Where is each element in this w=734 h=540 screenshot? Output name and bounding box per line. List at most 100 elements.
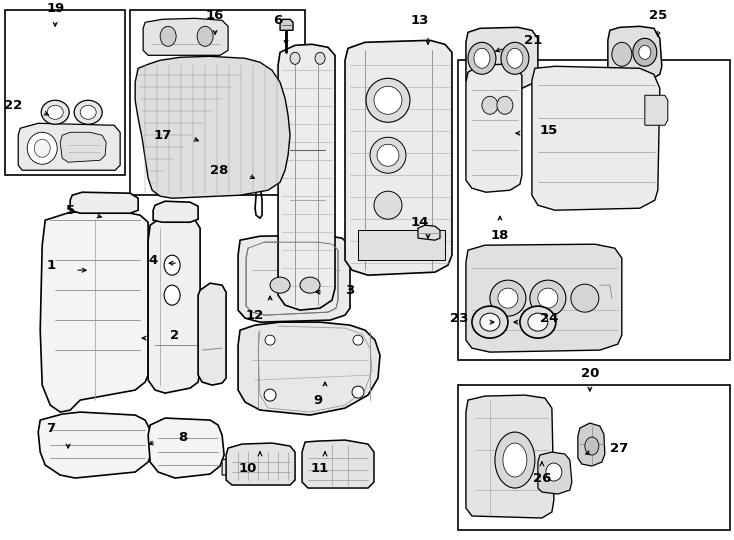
Ellipse shape [528, 313, 548, 331]
Ellipse shape [546, 463, 562, 481]
Ellipse shape [639, 45, 651, 59]
Polygon shape [18, 123, 120, 170]
Ellipse shape [265, 335, 275, 345]
Ellipse shape [538, 288, 558, 308]
Polygon shape [532, 66, 660, 210]
Polygon shape [466, 28, 538, 90]
Polygon shape [466, 64, 522, 192]
Polygon shape [60, 132, 106, 162]
Text: 17: 17 [154, 129, 172, 142]
Ellipse shape [47, 105, 63, 119]
Ellipse shape [585, 437, 599, 455]
Bar [5, 10, 126, 175]
Polygon shape [345, 40, 452, 275]
Text: 27: 27 [610, 442, 628, 455]
Polygon shape [578, 423, 605, 466]
Text: 11: 11 [311, 462, 329, 475]
Ellipse shape [472, 306, 508, 338]
Polygon shape [222, 458, 238, 475]
Text: 9: 9 [313, 394, 323, 407]
Bar [130, 10, 305, 195]
Polygon shape [143, 18, 228, 55]
Ellipse shape [27, 132, 57, 164]
Ellipse shape [315, 52, 325, 64]
Text: 25: 25 [649, 9, 667, 22]
Ellipse shape [353, 335, 363, 345]
Text: 1: 1 [46, 259, 55, 272]
Polygon shape [608, 26, 662, 82]
Ellipse shape [490, 280, 526, 316]
Ellipse shape [74, 100, 102, 124]
Polygon shape [226, 443, 295, 485]
Ellipse shape [34, 139, 50, 157]
Ellipse shape [501, 42, 529, 75]
Ellipse shape [270, 277, 290, 293]
Polygon shape [70, 192, 138, 213]
Ellipse shape [474, 48, 490, 68]
Polygon shape [238, 235, 350, 322]
Ellipse shape [530, 280, 566, 316]
Ellipse shape [160, 26, 176, 46]
Ellipse shape [480, 313, 500, 331]
Ellipse shape [503, 443, 527, 477]
Bar [458, 60, 730, 360]
Ellipse shape [571, 284, 599, 312]
Text: 22: 22 [4, 99, 22, 112]
Polygon shape [645, 95, 668, 125]
Polygon shape [280, 19, 293, 30]
Text: 13: 13 [411, 14, 429, 27]
Ellipse shape [497, 96, 513, 114]
Ellipse shape [370, 137, 406, 173]
Polygon shape [148, 217, 200, 393]
Text: 21: 21 [524, 34, 542, 47]
Text: 23: 23 [449, 312, 468, 325]
Ellipse shape [264, 389, 276, 401]
Ellipse shape [41, 100, 69, 124]
Text: 18: 18 [491, 229, 509, 242]
Ellipse shape [80, 105, 96, 119]
Text: 16: 16 [206, 9, 225, 22]
Ellipse shape [374, 86, 402, 114]
Text: 24: 24 [540, 312, 559, 325]
Text: 20: 20 [581, 367, 599, 380]
Ellipse shape [300, 277, 320, 293]
Ellipse shape [374, 191, 402, 219]
Text: 8: 8 [178, 430, 187, 443]
Ellipse shape [377, 144, 399, 166]
Ellipse shape [468, 42, 496, 75]
Text: 7: 7 [46, 422, 55, 435]
Ellipse shape [366, 78, 410, 122]
Ellipse shape [352, 386, 364, 398]
Text: 3: 3 [345, 284, 355, 296]
Text: 12: 12 [246, 309, 264, 322]
Ellipse shape [482, 96, 498, 114]
Text: 2: 2 [170, 329, 179, 342]
Text: 4: 4 [149, 254, 158, 267]
Ellipse shape [164, 255, 180, 275]
Polygon shape [466, 244, 622, 352]
Text: 5: 5 [66, 204, 75, 217]
Polygon shape [135, 56, 290, 198]
Text: 10: 10 [239, 462, 257, 475]
Bar [458, 385, 730, 530]
Polygon shape [153, 201, 198, 222]
Polygon shape [148, 418, 224, 478]
Polygon shape [40, 212, 148, 412]
Ellipse shape [633, 38, 657, 66]
Ellipse shape [612, 42, 632, 66]
Ellipse shape [498, 288, 518, 308]
Polygon shape [278, 44, 335, 310]
Polygon shape [302, 440, 374, 488]
Polygon shape [198, 283, 226, 385]
Text: 15: 15 [540, 124, 558, 137]
Ellipse shape [290, 52, 300, 64]
Text: 19: 19 [46, 2, 65, 15]
Ellipse shape [507, 48, 523, 68]
Polygon shape [466, 395, 554, 518]
Text: 6: 6 [274, 14, 283, 27]
Ellipse shape [164, 285, 180, 305]
Text: 26: 26 [533, 471, 551, 484]
Text: 28: 28 [210, 164, 228, 177]
Ellipse shape [197, 26, 213, 46]
Ellipse shape [495, 432, 535, 488]
